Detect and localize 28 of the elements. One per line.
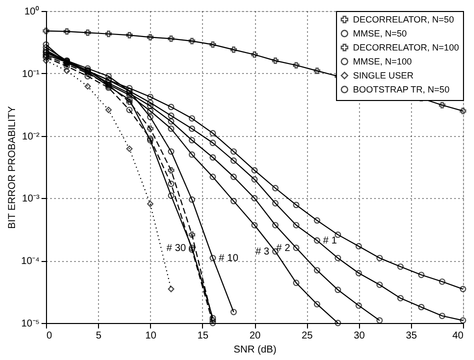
legend-label: DECORRELATOR, N=50	[353, 14, 454, 24]
y-tick-label: 10⁻²	[22, 131, 40, 142]
legend-label: MMSE, N=100	[353, 56, 412, 66]
annotation: # 30	[166, 242, 186, 254]
y-tick-label: 10⁻¹	[22, 68, 40, 80]
legend-label: BOOTSTRAP TR, N=50	[353, 84, 450, 94]
x-tick-label: 10	[145, 330, 157, 342]
x-axis-title: SNR (dB)	[234, 344, 276, 356]
y-tick-label: 10⁻⁴	[21, 256, 40, 268]
x-tick-label: 15	[197, 330, 209, 342]
annotation: # 2	[276, 242, 291, 254]
legend-label: SINGLE USER	[353, 70, 414, 80]
x-tick-label: 40	[452, 330, 464, 342]
x-tick-label: 35	[406, 330, 418, 342]
x-tick-label: 20	[249, 330, 261, 342]
annotation: # 10	[218, 253, 239, 264]
x-tick-label: 5	[96, 330, 102, 342]
legend-label: MMSE, N=50	[353, 28, 407, 38]
y-tick-label: 10⁻³	[22, 194, 40, 205]
y-tick-label: 10⁻⁵	[21, 318, 40, 330]
x-tick-label: 25	[302, 330, 314, 342]
y-axis-title: BIT ERROR PROBABILITY	[7, 106, 18, 229]
annotation: # 1	[323, 235, 338, 246]
x-tick-label: 0	[46, 330, 52, 342]
y-tick-label: 10⁰	[24, 6, 40, 18]
annotation: # 3	[255, 246, 270, 258]
legend-label: DECORRELATOR, N=100	[353, 42, 459, 52]
x-tick-label: 30	[354, 330, 366, 342]
